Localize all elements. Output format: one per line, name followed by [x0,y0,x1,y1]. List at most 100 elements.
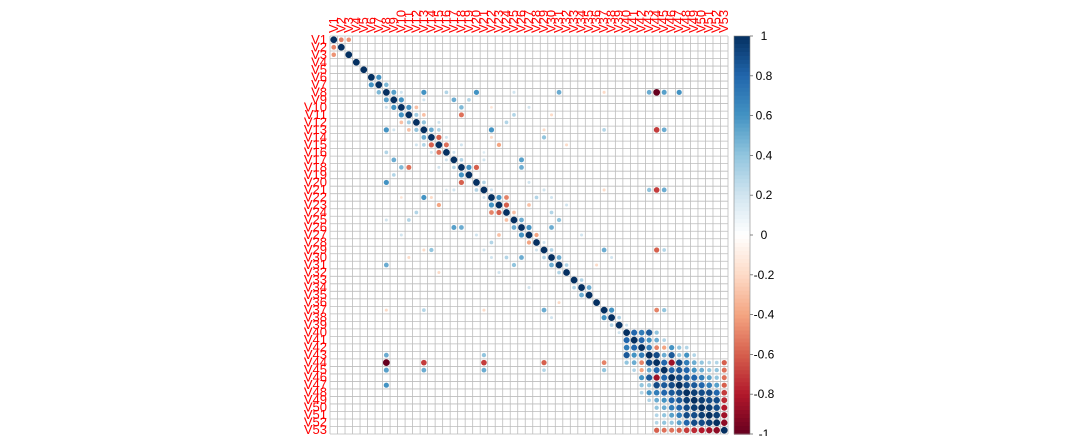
corr-cell-V18-V17 [452,165,456,170]
corr-cell-V22-V28 [534,195,539,200]
corr-cell-V31-V25 [511,262,517,268]
corr-cell-V45-V13 [421,367,427,373]
corr-cell-V49-V46 [668,397,675,404]
row-label-V38: V38 [304,310,327,325]
col-label-V26: V26 [513,10,528,33]
corr-cell-V20-V18 [458,179,465,186]
row-label-V17: V17 [304,152,327,167]
corr-cell-V1-V3 [346,37,352,43]
corr-cell-V51-V48 [683,412,690,419]
row-label-V1: V1 [311,32,327,47]
corr-cell-V45-V41 [632,368,636,373]
corr-cell-V48-V53 [721,389,728,396]
colorbar-segment [734,147,750,153]
corr-cell-V18-V26 [519,165,524,170]
corr-cell-V13-V22 [488,127,495,133]
colorbar-segment [734,246,750,252]
colorbar-segment [734,394,750,399]
corr-cell-V24-V24 [503,209,510,216]
colorbar-segment [734,406,750,411]
corr-cell-V50-V51 [705,404,713,412]
corr-cell-V13-V8 [383,127,389,133]
corr-cell-V8-V16 [444,90,449,95]
col-label-V7: V7 [371,17,386,33]
col-label-V42: V42 [634,10,649,33]
corr-cell-V44-V21 [481,359,487,366]
corr-cell-V49-V47 [676,397,683,404]
corr-cell-V32-V32 [563,269,570,276]
colorbar-segment [734,254,750,260]
corr-cell-V8-V31 [556,89,562,95]
corr-cell-V43-V49 [692,353,697,358]
corr-cell-V45-V42 [639,368,644,373]
corr-cell-V15-V18 [459,143,463,147]
corr-cell-V11-V11 [405,111,413,119]
corr-cell-V44-V42 [639,360,645,366]
corr-cell-V43-V47 [677,353,682,358]
corr-cell-V49-V50 [698,396,706,404]
row-label-V50: V50 [304,400,327,415]
row-label-V10: V10 [304,99,327,114]
col-label-V23: V23 [491,10,506,33]
corr-cell-V51-V44 [654,413,659,418]
corr-cell-V25-V11 [406,218,411,222]
row-label-V16: V16 [304,144,327,159]
col-label-V8: V8 [378,17,393,33]
colorbar-segment [734,175,750,180]
colorbar-segment [734,334,750,340]
corr-cell-V15-V12 [414,143,418,147]
row-label-V44: V44 [304,355,327,370]
row-label-V5: V5 [311,62,327,77]
corr-cell-V44-V52 [714,360,719,365]
corr-cell-V10-V10 [397,103,405,111]
corr-cell-V46-V42 [639,375,645,381]
corr-cell-V49-V51 [706,396,713,404]
colorbar-segment [734,127,750,133]
row-label-V45: V45 [304,362,327,377]
corr-cell-V42-V46 [669,345,675,351]
corr-cell-V24-V22 [489,210,494,215]
corr-cell-V5-V5 [360,66,368,74]
col-label-V28: V28 [529,10,544,33]
corr-cell-V52-V49 [690,419,698,426]
corr-cell-V52-V52 [713,419,721,427]
corr-cell-V49-V45 [661,397,667,403]
colorbar-segment [734,386,750,391]
colorbar-segment [734,51,750,57]
colorbar-segment [734,298,750,304]
corr-cell-V10-V22 [490,106,493,109]
corr-cell-V13-V45 [661,127,667,133]
row-label-V31: V31 [304,257,327,272]
corr-cell-V16-V15 [436,149,442,155]
corr-cell-V25-V31 [556,217,562,223]
corr-cell-V29-V30 [549,248,554,252]
corr-cell-V44-V41 [631,360,637,366]
corr-cell-V19-V9 [391,173,396,177]
colorbar-segment [734,374,750,379]
corr-cell-V23-V27 [527,203,531,207]
corr-cell-V49-V44 [654,397,660,403]
col-label-V9: V9 [386,17,401,33]
corr-cell-V48-V49 [690,389,698,396]
corr-cell-V23-V23 [495,201,503,209]
corr-cell-V41-V40 [623,337,630,344]
row-label-V23: V23 [304,197,327,212]
corr-cell-V20-V27 [527,180,531,184]
corr-cell-V53-V46 [669,427,675,433]
row-label-V53: V53 [304,422,327,436]
corr-cell-V13-V14 [428,127,434,133]
corr-cell-V18-V10 [399,165,404,170]
corr-cell-V40-V40 [623,329,631,337]
row-label-V22: V22 [304,189,327,204]
row-label-V35: V35 [304,287,327,302]
col-label-V39: V39 [611,10,626,33]
corr-cell-V51-V51 [705,411,713,419]
corr-cell-V22-V21 [482,195,486,199]
corr-cell-V41-V44 [654,337,660,343]
corr-cell-V48-V50 [698,389,705,396]
colorbar-segment [734,103,750,109]
corr-cell-V46-V46 [668,374,676,382]
row-label-V7: V7 [311,77,327,92]
corr-cell-V19-V19 [465,171,473,179]
corr-cell-V49-V43 [647,398,652,403]
